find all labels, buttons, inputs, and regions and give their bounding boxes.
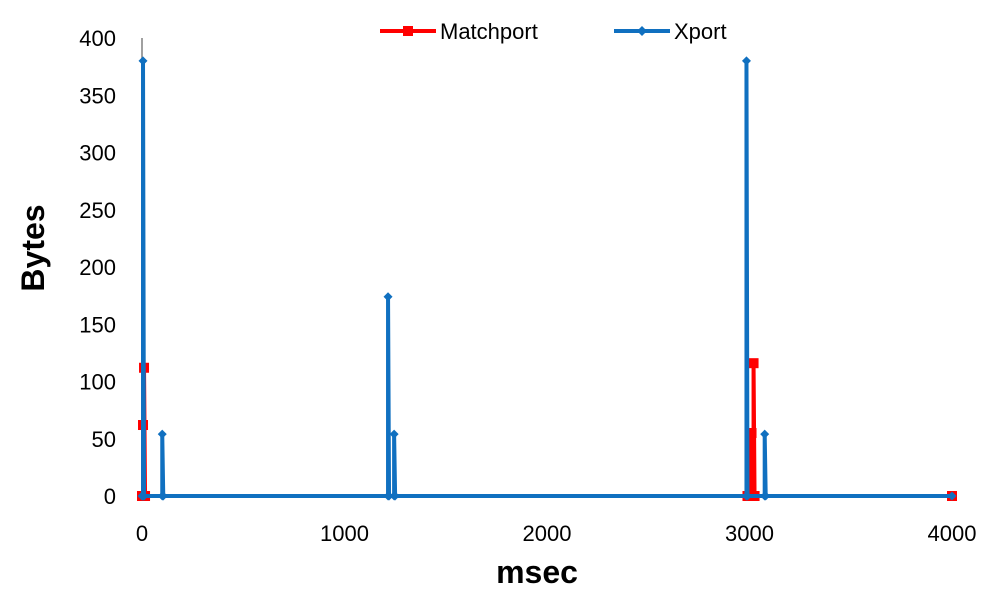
x-axis-title: msec — [496, 554, 578, 590]
data-point-xport — [760, 429, 770, 439]
legend-label-xport: Xport — [674, 19, 727, 44]
x-tick-labels: 0 1000 2000 3000 4000 — [136, 521, 977, 546]
y-tick-label: 50 — [92, 427, 116, 452]
y-tick-label: 100 — [79, 370, 116, 395]
data-point-xport — [158, 491, 168, 501]
x-tick-label: 0 — [136, 521, 148, 546]
data-point-matchport — [748, 358, 759, 369]
x-tick-label: 3000 — [725, 521, 774, 546]
x-tick-label: 4000 — [928, 521, 977, 546]
series-xport — [137, 56, 957, 501]
data-point-xport — [384, 491, 394, 501]
y-tick-label: 250 — [79, 198, 116, 223]
data-point-matchport — [746, 428, 757, 439]
x-tick-label: 1000 — [320, 521, 369, 546]
y-tick-label: 300 — [79, 141, 116, 166]
y-tick-label: 400 — [79, 26, 116, 51]
data-point-xport — [390, 491, 400, 501]
y-tick-labels: 0 50 100 150 200 250 300 350 400 — [79, 26, 116, 509]
y-tick-label: 350 — [79, 83, 116, 108]
data-point-xport — [139, 491, 149, 501]
plot-area — [137, 56, 957, 501]
data-point-xport — [157, 429, 167, 439]
data-point-xport — [383, 292, 393, 302]
legend-item-matchport: Matchport — [380, 19, 538, 44]
data-point-xport — [138, 56, 148, 66]
data-point-xport — [742, 491, 752, 501]
data-point-xport — [389, 429, 399, 439]
y-tick-label: 200 — [79, 255, 116, 280]
legend-label-matchport: Matchport — [440, 19, 538, 44]
data-point-xport — [761, 491, 771, 501]
y-tick-label: 150 — [79, 312, 116, 337]
legend-item-xport: Xport — [614, 19, 727, 44]
y-tick-label: 0 — [104, 484, 116, 509]
data-point-xport — [741, 56, 751, 66]
legend-marker-xport — [637, 26, 647, 36]
legend: Matchport Xport — [380, 19, 727, 44]
data-point-xport — [947, 491, 957, 501]
x-tick-label: 2000 — [523, 521, 572, 546]
legend-marker-matchport — [403, 26, 413, 36]
y-axis-title: Bytes — [15, 204, 51, 291]
